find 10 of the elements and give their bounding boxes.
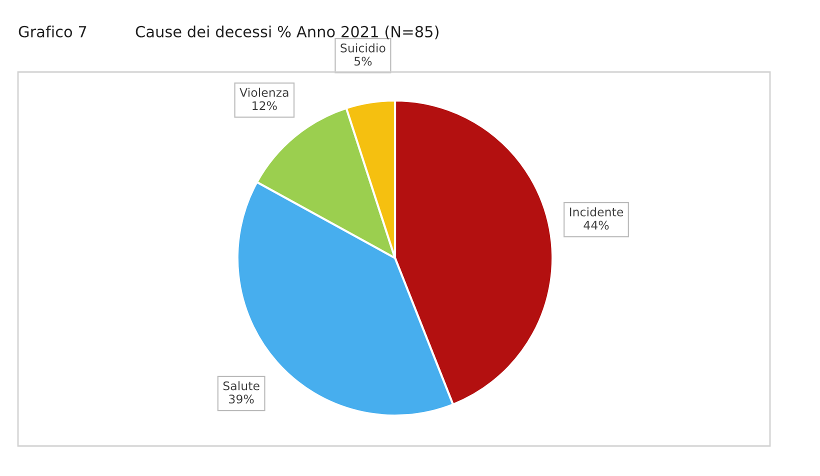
data-label: 39% xyxy=(229,394,254,404)
slice-label: Incidente xyxy=(570,207,624,216)
slice-label: Violenza xyxy=(240,88,288,97)
slice-label: Suicidio xyxy=(340,43,386,52)
data-label: 12% xyxy=(252,101,277,110)
slice-label: Salute xyxy=(223,381,260,390)
chart-subtitle: Cause dei decessi % Anno 2021 (N=85) xyxy=(136,26,438,40)
data-label: 5% xyxy=(354,56,372,66)
text: Grafico 7 xyxy=(18,26,86,38)
data-label: 44% xyxy=(584,220,609,230)
